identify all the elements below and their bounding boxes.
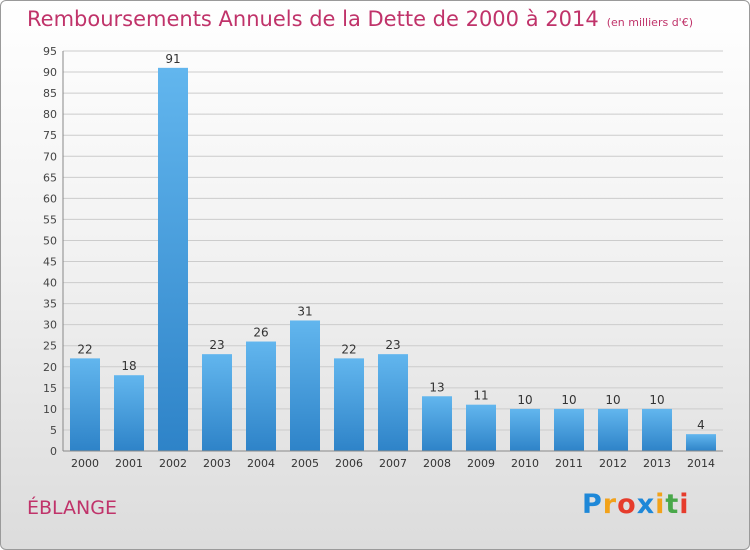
- y-tick-label: 10: [43, 403, 57, 416]
- proxiti-logo: Proxiti: [582, 489, 690, 520]
- bar: [466, 404, 496, 451]
- x-tick-label: 2013: [643, 457, 671, 470]
- y-tick-label: 50: [43, 234, 57, 247]
- y-tick-label: 25: [43, 340, 57, 353]
- bar: [642, 408, 672, 451]
- bar: [510, 408, 540, 451]
- data-label: 23: [385, 338, 400, 352]
- y-tick-label: 80: [43, 108, 57, 121]
- y-tick-label: 5: [50, 424, 57, 437]
- bar: [202, 354, 232, 451]
- bar: [70, 358, 100, 451]
- x-tick-label: 2002: [159, 457, 187, 470]
- x-tick-label: 2008: [423, 457, 451, 470]
- y-tick-label: 15: [43, 382, 57, 395]
- bar: [554, 408, 584, 451]
- x-tick-label: 2009: [467, 457, 495, 470]
- commune-name: ÉBLANGE: [27, 497, 117, 519]
- y-tick-label: 75: [43, 129, 57, 142]
- bar: [114, 375, 144, 451]
- x-tick-label: 2010: [511, 457, 539, 470]
- chart-title: Remboursements Annuels de la Dette de 20…: [27, 7, 693, 31]
- y-tick-label: 70: [43, 150, 57, 163]
- data-label: 10: [649, 393, 664, 407]
- x-tick-label: 2006: [335, 457, 363, 470]
- bar: [686, 434, 716, 451]
- data-label: 26: [253, 326, 268, 340]
- y-tick-label: 0: [50, 445, 57, 458]
- x-tick-label: 2003: [203, 457, 231, 470]
- data-label: 10: [561, 393, 576, 407]
- data-label: 18: [121, 359, 136, 373]
- y-tick-label: 35: [43, 298, 57, 311]
- chart-title-text: Remboursements Annuels de la Dette de 20…: [27, 7, 599, 31]
- data-label: 10: [517, 393, 532, 407]
- bar: [422, 396, 452, 451]
- data-label: 10: [605, 393, 620, 407]
- data-label: 13: [429, 380, 444, 394]
- x-tick-label: 2005: [291, 457, 319, 470]
- y-tick-label: 40: [43, 277, 57, 290]
- y-tick-label: 95: [43, 45, 57, 58]
- bar: [378, 354, 408, 451]
- bar: [158, 67, 188, 451]
- x-tick-label: 2011: [555, 457, 583, 470]
- x-tick-label: 2001: [115, 457, 143, 470]
- bar: [598, 408, 628, 451]
- bars: 22 18 91 23 26 31 22 23 13 11 10 10 10 10 4: [70, 52, 716, 451]
- bar: [246, 341, 276, 451]
- bar: [290, 320, 320, 451]
- y-tick-label: 30: [43, 319, 57, 332]
- data-label: 11: [473, 389, 488, 403]
- x-tick-label: 2007: [379, 457, 407, 470]
- x-tick-label: 2004: [247, 457, 275, 470]
- y-tick-label: 45: [43, 256, 57, 269]
- y-tick-label: 85: [43, 87, 57, 100]
- data-label: 91: [165, 52, 180, 66]
- y-tick-label: 55: [43, 213, 57, 226]
- y-axis: 0 5 10 15 20 25 30 35 40 45 50 55 60 65 70 75 80 85 90 95: [43, 45, 64, 458]
- y-tick-label: 90: [43, 66, 57, 79]
- data-label: 22: [341, 342, 356, 356]
- x-tick-label: 2000: [71, 457, 99, 470]
- chart-subtitle: (en milliers d'€): [606, 16, 693, 29]
- data-label: 4: [697, 418, 705, 432]
- y-tick-label: 20: [43, 361, 57, 374]
- x-tick-label: 2014: [687, 457, 715, 470]
- data-label: 23: [209, 338, 224, 352]
- bar: [334, 358, 364, 451]
- data-label: 22: [77, 342, 92, 356]
- x-tick-label: 2012: [599, 457, 627, 470]
- y-tick-label: 65: [43, 171, 57, 184]
- x-axis: 2000 2001 2002 2003 2004 2005 2006 2007 2008 2009…: [63, 450, 723, 470]
- data-label: 31: [297, 304, 312, 318]
- y-tick-label: 60: [43, 192, 57, 205]
